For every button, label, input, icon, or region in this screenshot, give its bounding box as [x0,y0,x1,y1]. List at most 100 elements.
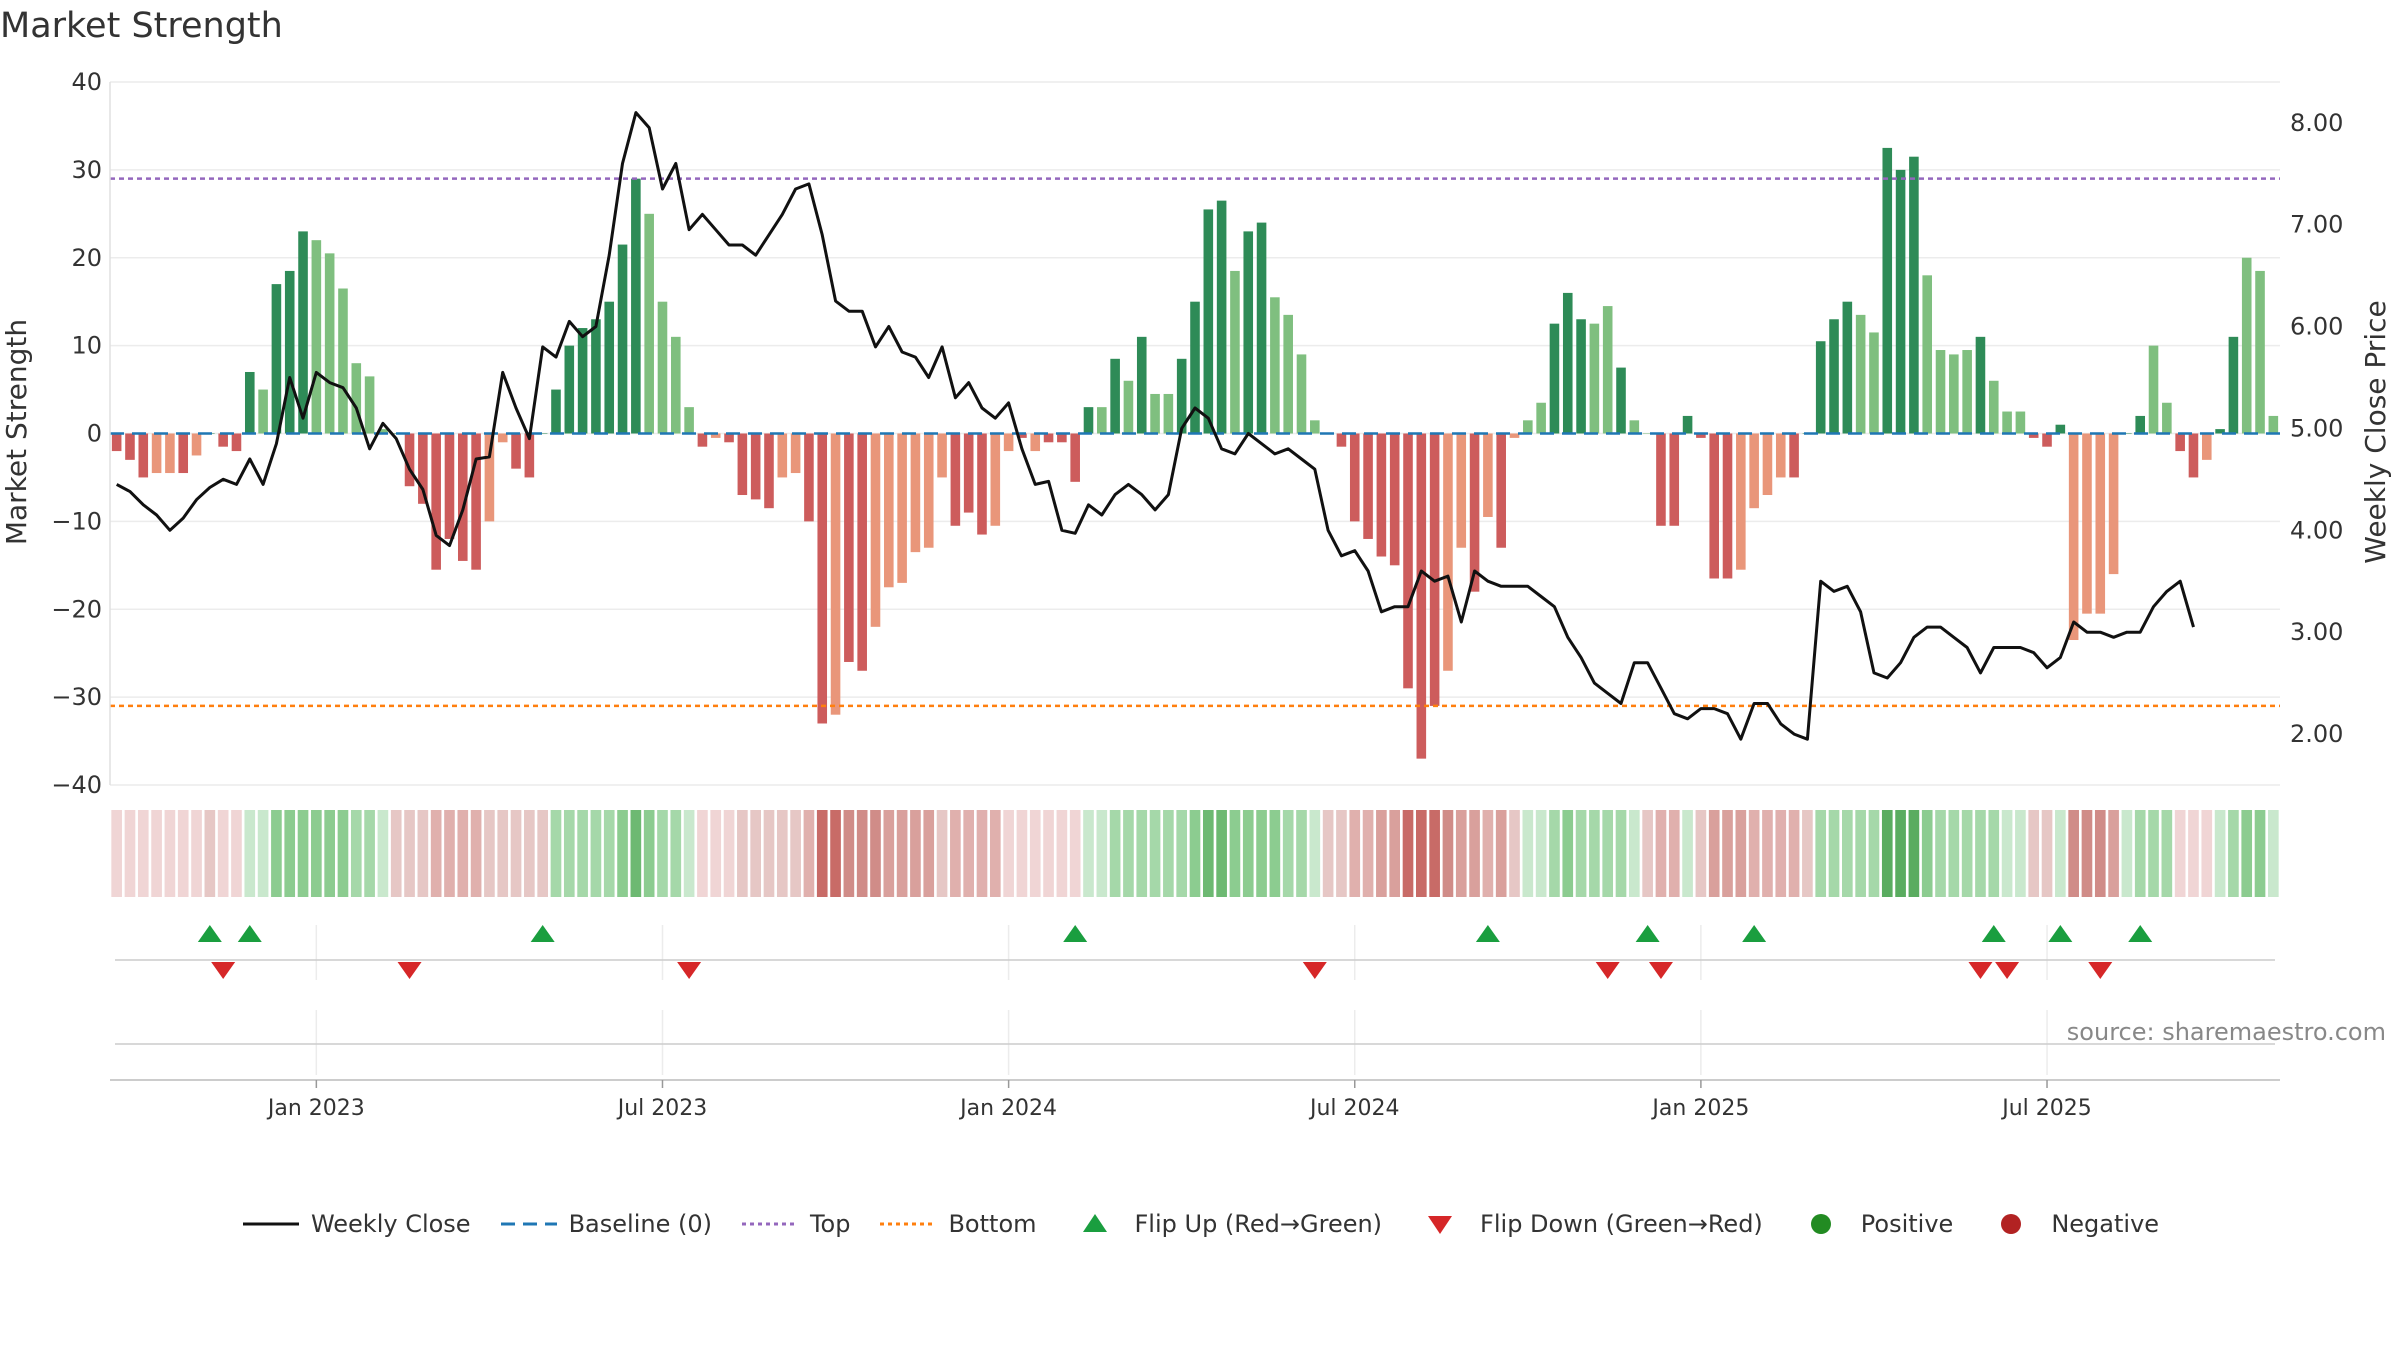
heat-cell [1003,810,1014,897]
strength-bar [764,433,774,509]
flip-up-marker [530,925,555,942]
legend-dotted-icon [741,1222,798,1226]
legend-label: Flip Up (Red→Green) [1134,1210,1383,1238]
y-axis-label: Market Strength [0,319,33,545]
strength-bar [1376,433,1387,557]
heat-cell [923,810,935,897]
heat-cell [2015,810,2026,897]
strength-bar [324,253,335,434]
x-tick-label: Jan 2023 [266,1096,365,1121]
heat-cell [710,810,722,897]
y2-tick-label: 7.00 [2290,211,2343,239]
heat-cell [1362,810,1374,897]
strength-bar [910,433,921,553]
strength-bar [2108,433,2119,575]
strength-bar [1456,433,1467,548]
heat-cell [177,810,189,897]
x-tick-label: Jan 2025 [1650,1096,1749,1121]
strength-bar [697,433,708,447]
strength-bar [444,433,455,539]
heat-cell [1202,810,1214,897]
strength-bar [1536,402,1546,434]
strength-bar [511,433,521,469]
strength-bar [1176,358,1187,434]
strength-bar [231,433,242,452]
strength-bar [1962,350,1972,434]
heat-cell [2148,810,2159,897]
heat-cell [337,810,349,897]
strength-bar [790,433,801,474]
heat-cell [2268,810,2279,897]
strength-bar [2201,433,2212,460]
strength-bar [923,433,934,548]
strength-bar [1030,433,1041,452]
heat-cell [217,810,229,897]
heat-cell [1748,810,1760,897]
heat-cell [2001,810,2013,897]
heat-cell [1189,810,1201,897]
dot-icon [1810,1214,1831,1234]
flip-down-marker [397,962,422,979]
heat-cell [111,810,122,897]
heat-cell [297,810,309,897]
y2-tick-label: 2.00 [2290,720,2343,748]
heat-cell [883,810,895,897]
y-tick-label: 40 [71,68,102,96]
heat-cell [1029,810,1041,897]
strength-bar [364,376,375,434]
legend-item-positive: Positive [1791,1210,1953,1238]
heat-cell [1096,810,1108,897]
strength-bar [551,389,561,434]
heat-cell [324,810,335,897]
strength-bar [1363,433,1373,539]
heat-cell [1629,810,1640,897]
heat-cell [430,810,442,897]
heat-cell [1229,810,1241,897]
strength-bar [404,433,415,487]
heat-cell [1469,810,1480,897]
strength-bar [710,433,721,438]
strength-bar [178,433,189,474]
heat-cell [470,810,482,897]
strength-bar [1283,314,1293,434]
strength-bar [2228,336,2239,434]
heat-cell [457,810,469,897]
heat-cell [643,810,655,897]
strength-bar [1296,354,1307,434]
strength-bar [1909,156,1919,434]
heat-cell [1109,810,1121,897]
heat-cell [2228,810,2239,897]
flip-down-marker [1648,962,1673,979]
strength-bar [1057,433,1067,443]
heat-cell [563,810,575,897]
strength-bar [1083,407,1094,434]
heat-cell [231,810,242,897]
strength-bar [1642,433,1653,434]
heat-cell [1775,810,1787,897]
heat-cell [1708,810,1720,897]
heat-cell [1123,810,1134,897]
strength-bar [1469,433,1480,592]
flip-up-marker [237,925,262,942]
strength-bar [2255,270,2265,434]
heat-cell [1815,810,1827,897]
heat-cell [577,810,588,897]
y2-axis-label: Weekly Close Price [2359,300,2392,563]
x-tick-label: Jan 2024 [958,1096,1057,1121]
strength-bar [844,433,854,662]
heat-cell [697,810,708,897]
heat-cell [763,810,775,897]
heat-cell [976,810,988,897]
heat-cell [1509,810,1520,897]
legend-label: Baseline (0) [568,1210,712,1238]
flip-markers-strip [115,925,2275,1075]
flip-up-marker [1981,925,2006,942]
y2-tick-label: 8.00 [2290,109,2343,137]
strength-bar [1722,433,1733,579]
heat-cell [1788,810,1800,897]
heat-cell [1935,810,1946,897]
strength-bar [2268,415,2279,434]
legend-label: Weekly Close [310,1210,471,1238]
strength-bar [1922,275,1933,434]
heat-cell [151,810,162,897]
